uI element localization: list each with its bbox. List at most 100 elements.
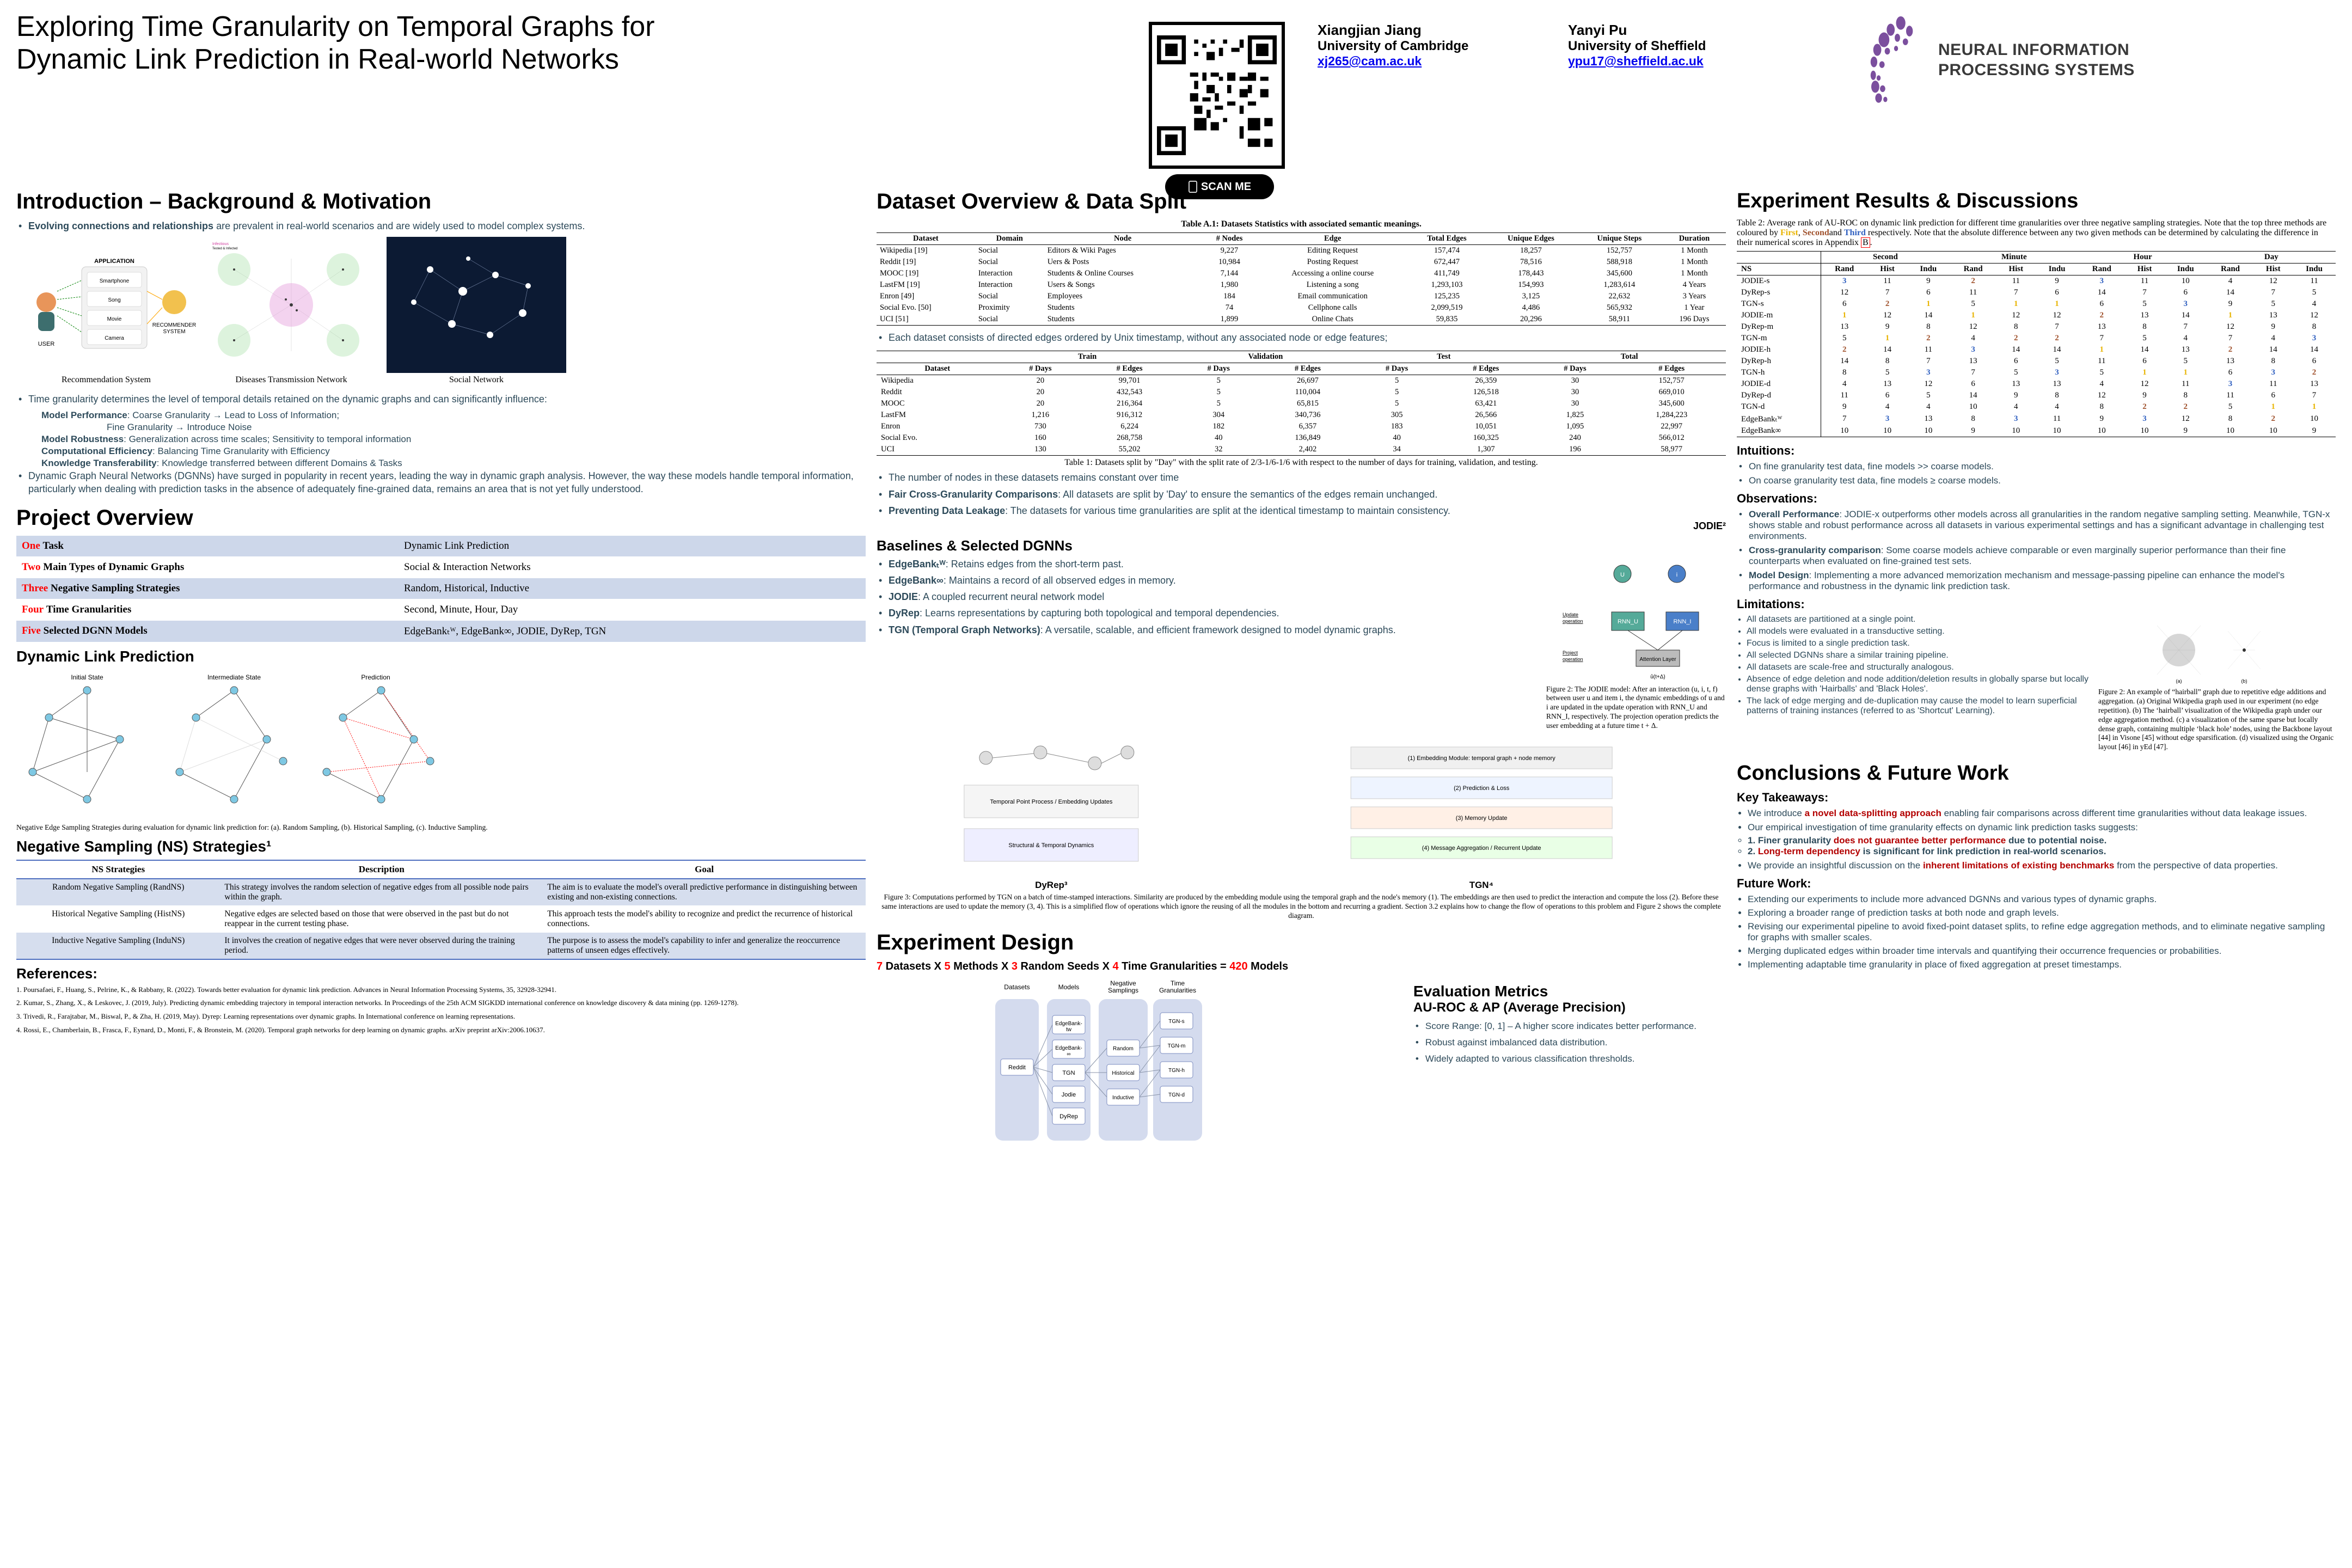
ns-strategy-row: Random Negative Sampling (RandNS) This st… xyxy=(16,879,866,906)
svg-text:(1) Embedding Module: temporal: (1) Embedding Module: temporal graph + n… xyxy=(1407,755,1555,762)
results-title: Experiment Results & Discussions xyxy=(1737,189,2336,213)
hairball-figure: (a) (b) xyxy=(2098,615,2336,685)
future-work-item: Revising our experimental pipeline to av… xyxy=(1748,921,2336,943)
baseline-item: JODIE: A coupled recurrent neural networ… xyxy=(877,590,1539,603)
svg-text:Attention Layer: Attention Layer xyxy=(1639,657,1676,663)
intro-title: Introduction – Background & Motivation xyxy=(16,189,866,214)
future-work-title: Future Work: xyxy=(1737,877,2336,891)
rank-table-row: TGN-h 8 5 3 7 5 3 5 1 1 6 3 2 xyxy=(1737,367,2336,378)
future-work-item: Exploring a broader range of prediction … xyxy=(1748,908,2336,918)
svg-text:Reddit: Reddit xyxy=(1008,1064,1026,1071)
table1: Train Validation Test Total Dataset # Days # … xyxy=(877,351,1726,456)
rank-table-row: JODIE-h 2 14 11 3 14 14 1 14 13 2 14 14 xyxy=(1737,344,2336,356)
social-network-diagram xyxy=(387,237,566,373)
dataset-bullet-1: Each dataset consists of directed edges … xyxy=(877,331,1726,344)
svg-text:tw: tw xyxy=(1066,1027,1072,1033)
svg-text:Project: Project xyxy=(1563,650,1578,656)
reference-item: 1. Poursafaei, F., Huang, S., Pelrine, K… xyxy=(16,985,866,995)
dynamic-link-prediction-figure: Initial State Intermediate State Predict… xyxy=(16,669,441,821)
svg-text:Structural & Temporal Dynamics: Structural & Temporal Dynamics xyxy=(1008,842,1094,849)
dataset-overview-title: Dataset Overview & Data Split xyxy=(877,189,1726,214)
dataset-table-row: MOOC [19] Interaction Students & Online Co… xyxy=(877,268,1726,279)
svg-text:TGN-m: TGN-m xyxy=(1168,1043,1186,1049)
rank-table-row: JODIE-s 3 11 9 2 11 9 3 11 10 4 12 11 xyxy=(1737,275,2336,287)
limitation-item: All selected DGNNs share a similar train… xyxy=(1747,651,2093,660)
svg-text:Inductive: Inductive xyxy=(1112,1095,1134,1101)
svg-text:(a): (a) xyxy=(2176,678,2182,684)
dataset-bullet-2: The number of nodes in these datasets re… xyxy=(877,471,1726,484)
svg-text:Tested & Infected: Tested & Infected xyxy=(212,247,237,250)
rank-table-row: JODIE-m 1 12 14 1 12 12 2 13 14 1 13 12 xyxy=(1737,310,2336,321)
recommendation-system-diagram: USER APPLICATION Smartphone Song Movie C… xyxy=(16,237,196,373)
baselines-list: EdgeBankₜᵂ: Retains edges from the short… xyxy=(877,558,1539,731)
svg-text:Datasets: Datasets xyxy=(1004,983,1030,991)
split-table-row: Wikipedia 20 99,701 5 26,697 5 26,359 30 152,757 xyxy=(877,375,1726,387)
rank-table-row: DyRep-d 11 6 5 14 9 8 12 9 8 11 6 7 xyxy=(1737,390,2336,401)
project-overview-row: Two Main Types of Dynamic Graphs Social &… xyxy=(16,556,866,578)
intuition-item: On coarse granularity test data, fine mo… xyxy=(1737,475,2336,486)
author-block-1: Xiangjian Jiang University of Cambridge … xyxy=(1318,22,1468,69)
svg-text:û(t+Δ): û(t+Δ) xyxy=(1650,674,1665,680)
ns-strategies-title: Negative Sampling (NS) Strategies¹ xyxy=(16,838,866,855)
split-table-row: MOOC 20 216,364 5 65,815 5 63,421 30 345,600 xyxy=(877,398,1726,409)
dyrep-figure: Temporal Point Process / Embedding Updat… xyxy=(877,736,1226,878)
qr-code[interactable] xyxy=(1149,22,1285,169)
hairball-fig-caption: Figure 2: An example of “hairball” graph… xyxy=(2098,688,2336,752)
jodie-model-figure: U i RNN_U RNN_I Attention Layer Update op… xyxy=(1546,558,1726,683)
svg-text:USER: USER xyxy=(38,341,55,347)
key-takeaway-item: We introduce a novel data-splitting appr… xyxy=(1748,808,2336,819)
intro-bullet-3: Dynamic Graph Neural Networks (DGNNs) ha… xyxy=(16,469,866,496)
dataset-table-row: LastFM [19] Interaction Users & Songs 1,980… xyxy=(877,279,1726,291)
svg-text:SYSTEM: SYSTEM xyxy=(163,329,185,335)
svg-text:RECOMMENDER: RECOMMENDER xyxy=(152,322,196,328)
eval-bullet-item: Score Range: [0, 1] – A higher score ind… xyxy=(1413,1021,1726,1032)
svg-text:Prediction: Prediction xyxy=(361,673,390,681)
limitation-item: All datasets are scale-free and structur… xyxy=(1747,663,2093,672)
observation-item: Overall Performance: JODIE-x outperforms… xyxy=(1737,509,2336,542)
intuitions-list: On fine granularity test data, fine mode… xyxy=(1737,461,2336,486)
limitation-item: Absence of edge deletion and node additi… xyxy=(1747,675,2093,694)
table-a1-caption: Table A.1: Datasets Statistics with asso… xyxy=(877,219,1726,229)
rank-table-row: DyRep-s 12 7 6 11 7 6 14 7 6 14 7 5 xyxy=(1737,287,2336,298)
svg-text:TGN-d: TGN-d xyxy=(1168,1092,1185,1098)
limitation-item: All models were evaluated in a transduct… xyxy=(1747,627,2093,636)
references-list: 1. Poursafaei, F., Huang, S., Pelrine, K… xyxy=(16,985,866,1036)
nips-org-name: NEURAL INFORMATION PROCESSING SYSTEMS xyxy=(1938,40,2135,81)
fig-caption-social: Social Network xyxy=(387,375,566,385)
ns-strategy-row: Historical Negative Sampling (HistNS) Neg… xyxy=(16,905,866,932)
split-table-row: UCI 130 55,202 32 2,402 34 1,307 196 58,977 xyxy=(877,444,1726,456)
tgn-fig-label: TGN⁴ xyxy=(1237,880,1726,891)
key-takeaway-item: We provide an insightful discussion on t… xyxy=(1748,860,2336,871)
conclusions-title: Conclusions & Future Work xyxy=(1737,762,2336,785)
key-takeaways-title: Key Takeaways: xyxy=(1737,791,2336,805)
key-takeaway-sub-item: 1. Finer granularity does not guarantee … xyxy=(1748,835,2336,846)
rank-table-row: DyRep-m 13 9 8 12 8 7 13 8 7 12 9 8 xyxy=(1737,321,2336,333)
intuition-item: On fine granularity test data, fine mode… xyxy=(1737,461,2336,472)
key-takeaways-list: We introduce a novel data-splitting appr… xyxy=(1737,808,2336,871)
factor-0: Model Performance: Coarse Granularity → … xyxy=(41,409,866,421)
svg-text:(3) Memory Update: (3) Memory Update xyxy=(1455,815,1507,822)
svg-text:Negative: Negative xyxy=(1110,979,1136,987)
rank-table-row: TGN-s 6 2 1 5 1 1 6 5 3 9 5 4 xyxy=(1737,298,2336,310)
observation-item: Cross-granularity comparison: Some coars… xyxy=(1737,545,2336,567)
baseline-item: EdgeBank∞: Maintains a record of all obs… xyxy=(877,574,1539,587)
dataset-table-row: Wikipedia [19] Social Editors & Wiki Pages… xyxy=(877,245,1726,257)
reference-item: 3. Trivedi, R., Farajtabar, M., Biswal, … xyxy=(16,1012,866,1021)
svg-text:Movie: Movie xyxy=(107,316,122,322)
svg-text:APPLICATION: APPLICATION xyxy=(94,258,134,265)
svg-text:U: U xyxy=(1620,572,1625,578)
disease-network-diagram: Infectious Tested & Infected xyxy=(201,237,381,373)
tgn-figure: (1) Embedding Module: temporal graph + n… xyxy=(1237,736,1726,878)
exp-formula: 7 Datasets X 5 Methods X 3 Random Seeds … xyxy=(877,960,1726,973)
intro-factors-list: Model Performance: Coarse Granularity → … xyxy=(16,409,866,469)
svg-text:Temporal Point Process / Embed: Temporal Point Process / Embedding Updat… xyxy=(990,799,1113,805)
split-table-row: LastFM 1,216 916,312 304 340,736 305 26,566 1,8… xyxy=(877,409,1726,421)
fig-caption-recsys: Recommendation System xyxy=(16,375,196,385)
reference-item: 4. Rossi, E., Chamberlain, B., Frasca, F… xyxy=(16,1026,866,1035)
limitations-list: All datasets are partitioned at a single… xyxy=(1737,615,2093,716)
observation-item: Model Design: Implementing a more advanc… xyxy=(1737,570,2336,592)
svg-text:(4) Message Aggregation / Recu: (4) Message Aggregation / Recurrent Upda… xyxy=(1422,845,1541,852)
future-work-item: Implementing adaptable time granularity … xyxy=(1748,959,2336,970)
svg-text:TGN-h: TGN-h xyxy=(1168,1068,1185,1074)
eval-subtitle: AU-ROC & AP (Average Precision) xyxy=(1413,1000,1726,1015)
